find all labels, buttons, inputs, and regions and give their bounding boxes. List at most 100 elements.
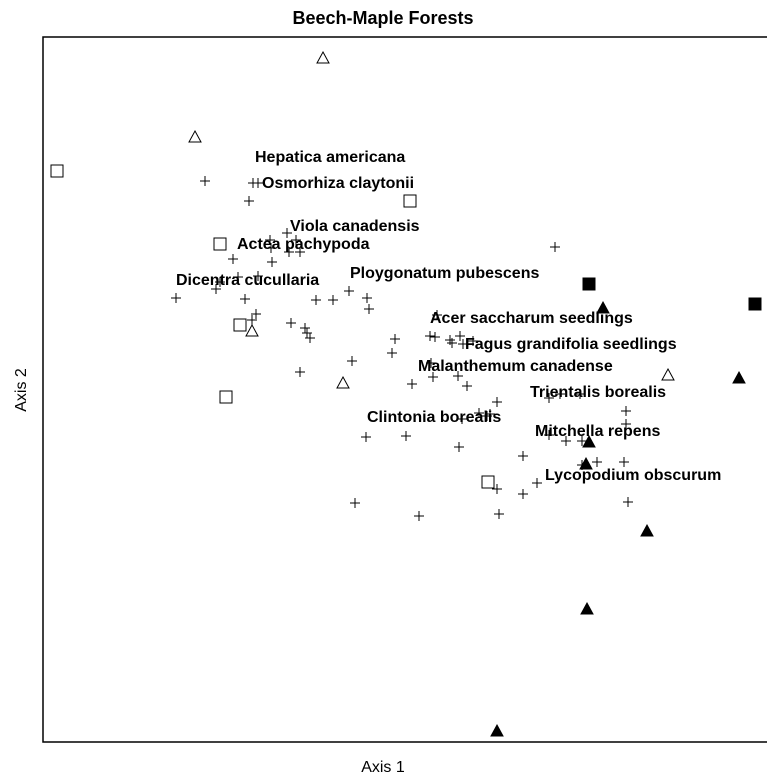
plus-marker (253, 271, 263, 281)
plus-marker (426, 358, 436, 368)
species-label: Lycopodium obscurum (545, 467, 721, 484)
plus-marker (267, 257, 277, 267)
square-marker (219, 390, 233, 404)
plus-marker (291, 235, 301, 245)
plus-marker (518, 451, 528, 461)
plus-marker (532, 478, 542, 488)
x-axis-label: Axis 1 (361, 759, 405, 776)
plus-marker (228, 254, 238, 264)
species-label: Hepatica americana (255, 149, 405, 166)
plus-marker (300, 323, 310, 333)
plus-marker (282, 228, 292, 238)
chart-title: Beech-Maple Forests (292, 8, 473, 28)
species-label: Viola canadensis (290, 218, 420, 235)
plus-marker (425, 331, 435, 341)
species-label: Fagus grandifolia seedlings (465, 336, 677, 353)
triangle-marker (580, 601, 594, 615)
species-label: Ploygonatum pubescens (350, 265, 539, 282)
species-label: Trientalis borealis (530, 384, 666, 401)
plus-marker (344, 286, 354, 296)
triangle-marker (490, 723, 504, 737)
plus-marker (619, 457, 629, 467)
plus-marker (407, 379, 417, 389)
square-marker (748, 297, 762, 311)
plus-marker (621, 406, 631, 416)
plus-marker (328, 295, 338, 305)
plus-marker (474, 408, 484, 418)
triangle-marker (640, 523, 654, 537)
plus-marker (305, 333, 315, 343)
plot-frame (42, 36, 767, 743)
plus-marker (468, 336, 478, 346)
plus-marker (171, 293, 181, 303)
plus-marker (550, 242, 560, 252)
triangle-marker (245, 323, 259, 337)
plus-marker (621, 419, 631, 429)
plus-marker (494, 509, 504, 519)
plus-marker (390, 334, 400, 344)
square-marker (481, 475, 495, 489)
species-label: Malanthemum canadense (418, 358, 613, 375)
plus-marker (485, 409, 495, 419)
plus-marker (544, 393, 554, 403)
plus-marker (286, 318, 296, 328)
plus-marker (295, 247, 305, 257)
plus-marker (458, 339, 468, 349)
plus-marker (251, 309, 261, 319)
plus-marker (361, 432, 371, 442)
plus-marker (253, 178, 263, 188)
species-label: Actea pachypoda (237, 236, 370, 253)
triangle-marker (579, 456, 593, 470)
plus-marker (350, 498, 360, 508)
plus-marker (347, 356, 357, 366)
y-axis-label: Axis 2 (13, 368, 30, 412)
plus-marker (428, 372, 438, 382)
plus-marker (265, 235, 275, 245)
triangle-marker (582, 434, 596, 448)
plus-marker (414, 511, 424, 521)
plus-marker (561, 436, 571, 446)
plus-marker (555, 389, 565, 399)
triangle-marker (661, 367, 675, 381)
plus-marker (592, 457, 602, 467)
triangle-marker (316, 50, 330, 64)
triangle-marker (336, 375, 350, 389)
plus-marker (457, 414, 467, 424)
plus-marker (211, 284, 221, 294)
plus-marker (244, 196, 254, 206)
plus-marker (240, 294, 250, 304)
square-marker (403, 194, 417, 208)
plus-marker (492, 397, 502, 407)
plus-marker (432, 310, 442, 320)
square-marker (213, 237, 227, 251)
plus-marker (247, 315, 257, 325)
plus-marker (454, 442, 464, 452)
plus-marker (215, 277, 225, 287)
plus-marker (362, 293, 372, 303)
plus-marker (233, 272, 243, 282)
plus-marker (518, 489, 528, 499)
plus-marker (453, 371, 463, 381)
square-marker (50, 164, 64, 178)
species-label: Acer saccharum seedlings (430, 310, 633, 327)
species-label: Osmorhiza claytonii (262, 175, 414, 192)
species-label: Mitchella repens (535, 423, 660, 440)
plus-marker (200, 176, 210, 186)
triangle-marker (596, 300, 610, 314)
square-marker (233, 318, 247, 332)
plus-marker (447, 338, 457, 348)
plus-marker (266, 243, 276, 253)
triangle-marker (732, 370, 746, 384)
plus-marker (577, 436, 587, 446)
plus-marker (430, 332, 440, 342)
triangle-marker (188, 129, 202, 143)
plus-marker (295, 367, 305, 377)
plus-marker (455, 331, 465, 341)
plus-marker (462, 381, 472, 391)
plus-marker (401, 431, 411, 441)
plus-marker (544, 430, 554, 440)
plus-marker (284, 247, 294, 257)
species-label: Clintonia borealis (367, 409, 501, 426)
plus-marker (311, 295, 321, 305)
